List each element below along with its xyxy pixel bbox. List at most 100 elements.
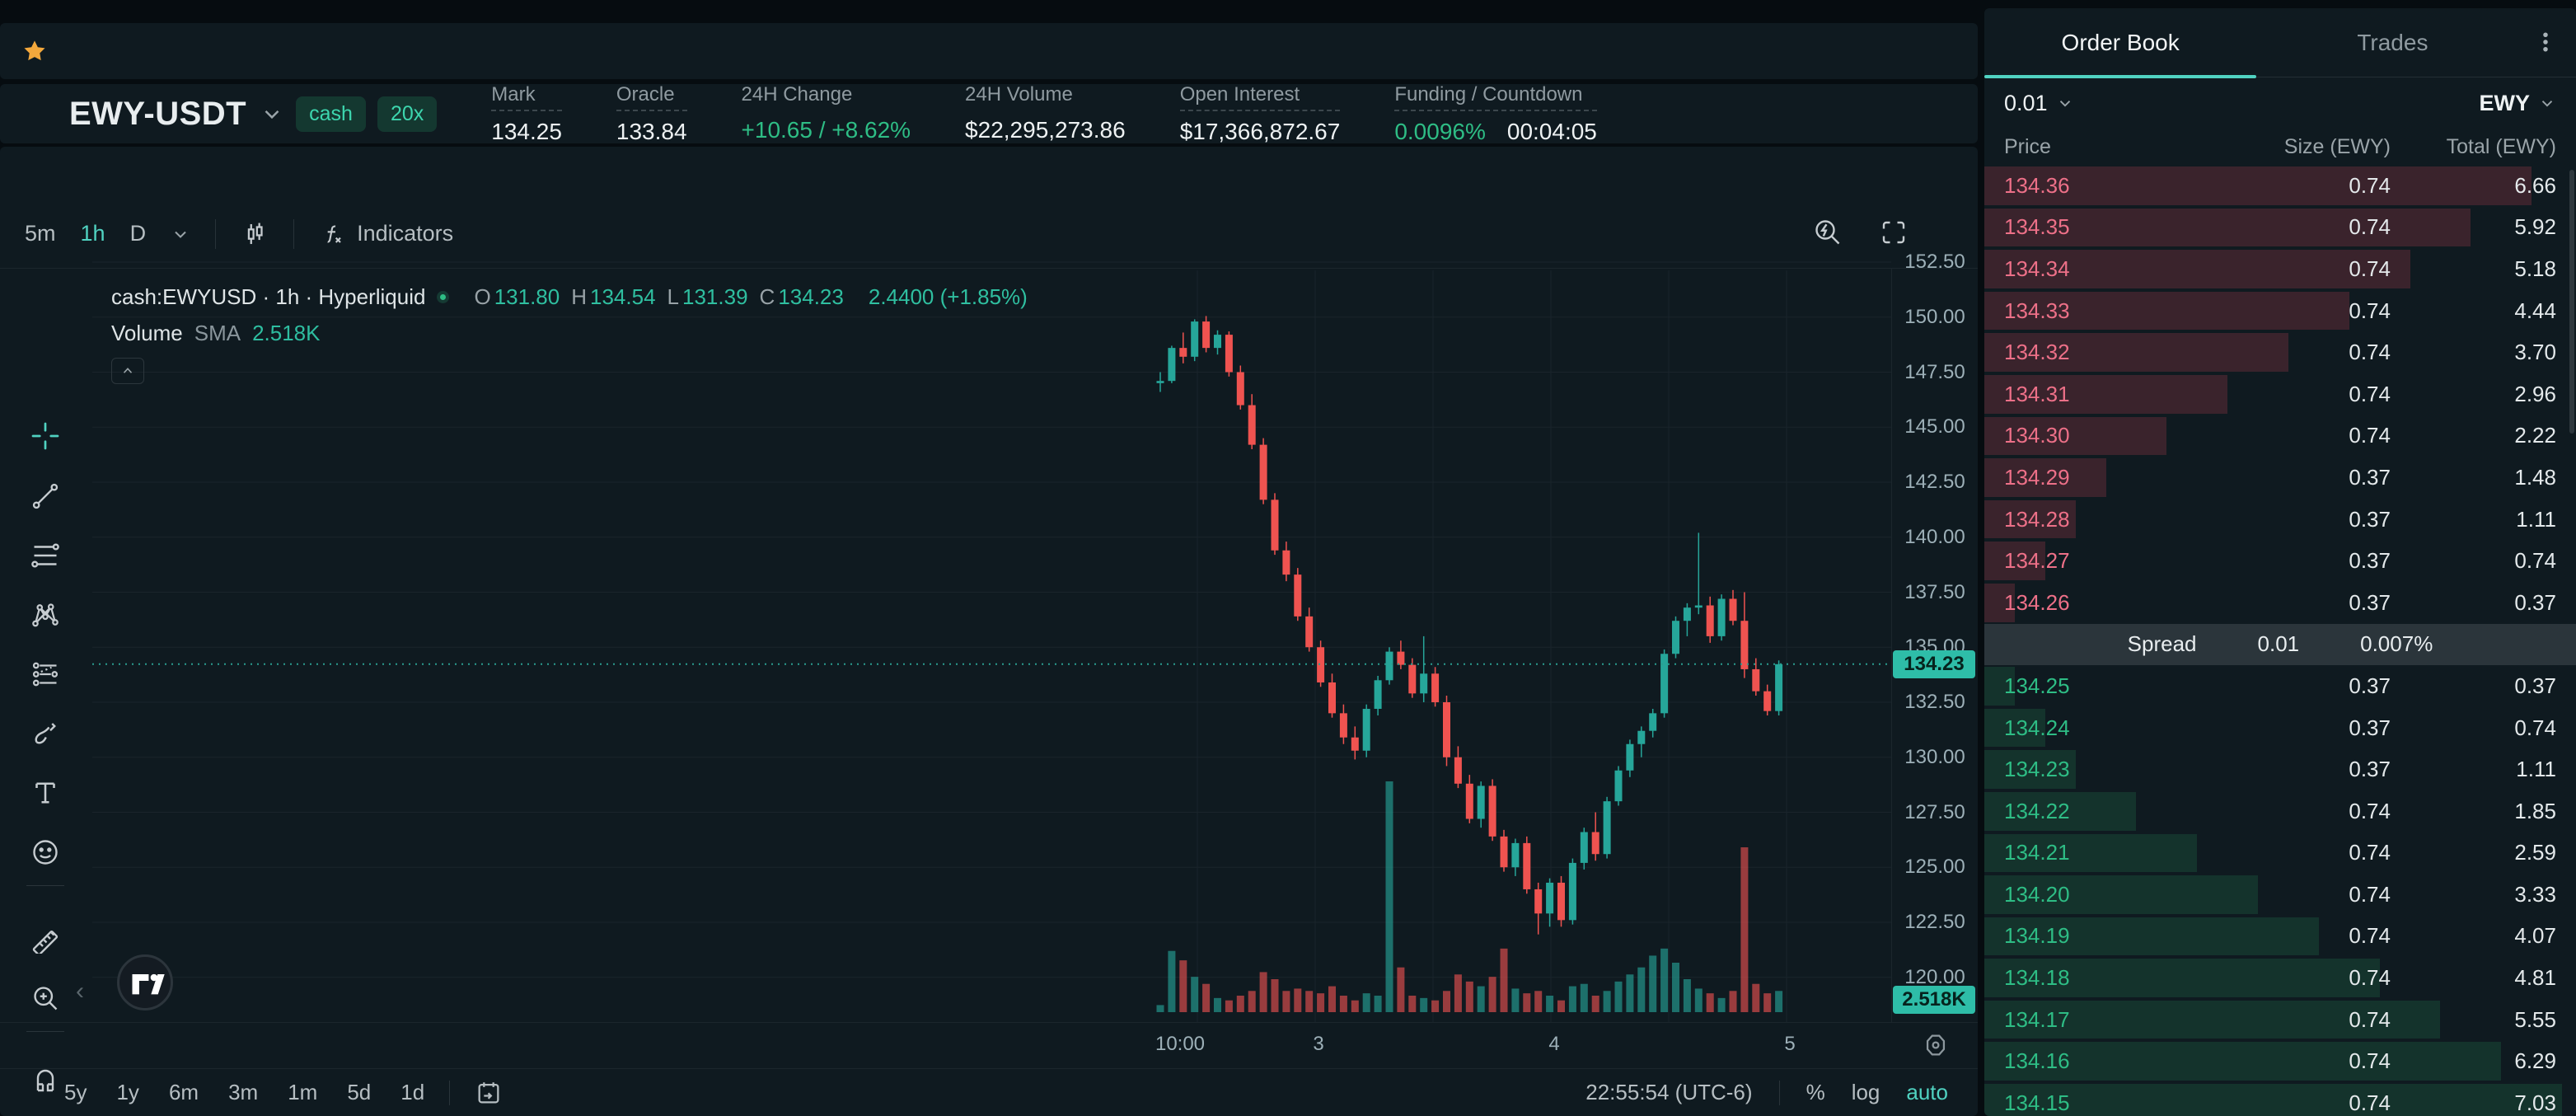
bid-row-134.20[interactable]: 134.20 0.74 3.33 [1984, 874, 2576, 916]
ohlc-value: 131.80 [494, 284, 560, 309]
favorite-star-icon[interactable] [21, 38, 48, 64]
tick-size-dropdown[interactable]: 0.01 [2004, 91, 2074, 116]
ask-row-134.30[interactable]: 134.30 0.74 2.22 [1984, 415, 2576, 457]
top-bar [0, 23, 1978, 79]
bid-row-134.24[interactable]: 134.24 0.37 0.74 [1984, 707, 2576, 749]
symbol-chevron-down-icon[interactable] [260, 101, 284, 126]
stat-value: 134.25 [491, 118, 562, 144]
ask-row-134.28[interactable]: 134.28 0.37 1.11 [1984, 499, 2576, 541]
bid-row-134.16[interactable]: 134.16 0.74 6.29 [1984, 1040, 2576, 1082]
unit-dropdown[interactable]: EWY [2479, 91, 2556, 116]
price-tick: 122.50 [1904, 911, 1965, 933]
long-position-icon[interactable] [30, 659, 60, 689]
depth-bar [1984, 416, 2167, 456]
size-cell: 0.74 [2349, 381, 2391, 406]
depth-bar [1984, 542, 2045, 580]
axis-settings-icon[interactable] [1922, 1031, 1950, 1059]
depth-bar [1984, 791, 2137, 831]
total-cell: 4.44 [2514, 298, 2556, 323]
active-tab-underline [1984, 75, 2257, 78]
interval-chevron-down-icon[interactable] [171, 224, 190, 244]
price-cell: 134.22 [2004, 798, 2070, 823]
crosshair-icon[interactable] [30, 421, 60, 451]
clock-timezone[interactable]: 22:55:54 (UTC-6) [1585, 1080, 1753, 1104]
brush-icon[interactable] [30, 719, 60, 748]
ask-row-134.27[interactable]: 134.27 0.37 0.74 [1984, 540, 2576, 582]
ask-row-134.36[interactable]: 134.36 0.74 6.66 [1984, 165, 2576, 207]
ask-row-134.26[interactable]: 134.26 0.37 0.37 [1984, 582, 2576, 624]
price-axis[interactable]: 152.50 150.00 147.50 145.00 142.50 140.00 137.… [1891, 251, 1978, 1022]
bid-row-134.21[interactable]: 134.21 0.74 2.59 [1984, 832, 2576, 875]
go-to-date-icon[interactable] [475, 1079, 503, 1107]
interval-1h[interactable]: 1h [80, 221, 105, 246]
flash-search-icon[interactable] [1813, 218, 1843, 247]
price-tick: 152.50 [1904, 251, 1965, 273]
bid-row-134.25[interactable]: 134.25 0.37 0.37 [1984, 665, 2576, 707]
price-cell: 134.27 [2004, 548, 2070, 574]
toolbar-collapse-chevron-icon[interactable]: ‹ [76, 978, 84, 1005]
time-axis[interactable]: 10:00 3 4 5 [0, 1022, 1978, 1068]
ask-row-134.34[interactable]: 134.34 0.74 5.18 [1984, 248, 2576, 290]
bid-row-134.23[interactable]: 134.23 0.37 1.11 [1984, 748, 2576, 790]
bid-row-134.17[interactable]: 134.17 0.74 5.55 [1984, 999, 2576, 1041]
total-cell: 2.59 [2514, 840, 2556, 865]
ruler-icon[interactable] [30, 924, 60, 954]
fullscreen-icon[interactable] [1879, 218, 1909, 247]
bid-row-134.22[interactable]: 134.22 0.74 1.85 [1984, 790, 2576, 832]
ask-row-134.32[interactable]: 134.32 0.74 3.70 [1984, 331, 2576, 373]
trend-line-icon[interactable] [30, 481, 60, 511]
interval-5m[interactable]: 5m [25, 221, 56, 246]
candlestick-chart[interactable] [0, 147, 1978, 1116]
magnet-icon[interactable] [30, 1066, 60, 1095]
candle-style-icon[interactable] [241, 220, 269, 248]
legend-collapse-button[interactable] [111, 358, 144, 384]
scrollbar-thumb[interactable] [2569, 170, 2574, 434]
stat-value: 133.84 [616, 118, 687, 144]
range-1m[interactable]: 1m [288, 1080, 318, 1104]
xabcd-pattern-icon[interactable] [30, 600, 60, 630]
range-3m[interactable]: 3m [228, 1080, 259, 1104]
text-icon[interactable] [30, 778, 60, 808]
range-5d[interactable]: 5d [347, 1080, 372, 1104]
tab-order-book[interactable]: Order Book [2061, 29, 2180, 55]
indicators-button[interactable]: Indicators [319, 221, 453, 247]
size-cell: 0.74 [2349, 340, 2391, 365]
interval-1d[interactable]: D [129, 221, 147, 246]
total-cell: 4.81 [2514, 965, 2556, 991]
price-cell: 134.34 [2004, 256, 2070, 281]
range-buttons: 5y 1y 6m 3m 1m 5d 1d [64, 1080, 424, 1105]
size-cell: 0.74 [2349, 1006, 2391, 1032]
bid-row-134.18[interactable]: 134.18 0.74 4.81 [1984, 957, 2576, 999]
bid-row-134.15[interactable]: 134.15 0.74 7.03 [1984, 1082, 2576, 1116]
total-cell: 1.48 [2514, 464, 2556, 490]
depth-bar [1984, 959, 2380, 997]
tab-trades[interactable]: Trades [2357, 29, 2428, 55]
depth-bar [1984, 917, 2319, 956]
fib-retracement-icon[interactable] [30, 541, 60, 570]
symbol-name[interactable]: EWY-USDT [69, 95, 247, 132]
bottom-divider [1778, 1080, 1780, 1105]
ask-row-134.31[interactable]: 134.31 0.74 2.96 [1984, 373, 2576, 415]
range-1d[interactable]: 1d [400, 1080, 425, 1104]
kebab-menu-icon[interactable] [2533, 30, 2558, 54]
ask-row-134.35[interactable]: 134.35 0.74 5.92 [1984, 207, 2576, 249]
tradingview-logo[interactable] [117, 954, 173, 1010]
range-5y[interactable]: 5y [64, 1080, 87, 1104]
zoom-in-icon[interactable] [30, 983, 60, 1013]
ask-row-134.29[interactable]: 134.29 0.37 1.48 [1984, 457, 2576, 499]
ask-row-134.33[interactable]: 134.33 0.74 4.44 [1984, 290, 2576, 332]
range-1y[interactable]: 1y [116, 1080, 139, 1104]
scale-log-button[interactable]: log [1851, 1080, 1880, 1104]
scale-auto-button[interactable]: auto [1906, 1080, 1948, 1104]
price-tick: 140.00 [1904, 525, 1965, 548]
badge-leverage[interactable]: 20x [377, 96, 438, 132]
price-tick: 120.00 [1904, 965, 1965, 988]
ohlc-key: C [759, 284, 775, 309]
bid-row-134.19[interactable]: 134.19 0.74 4.07 [1984, 916, 2576, 958]
badge-cash[interactable]: cash [296, 96, 366, 132]
volume-label: Volume [111, 320, 183, 345]
emoji-icon[interactable] [30, 837, 60, 867]
range-6m[interactable]: 6m [168, 1080, 199, 1104]
price-cell: 134.31 [2004, 381, 2070, 406]
scale-percent-button[interactable]: % [1806, 1080, 1825, 1104]
